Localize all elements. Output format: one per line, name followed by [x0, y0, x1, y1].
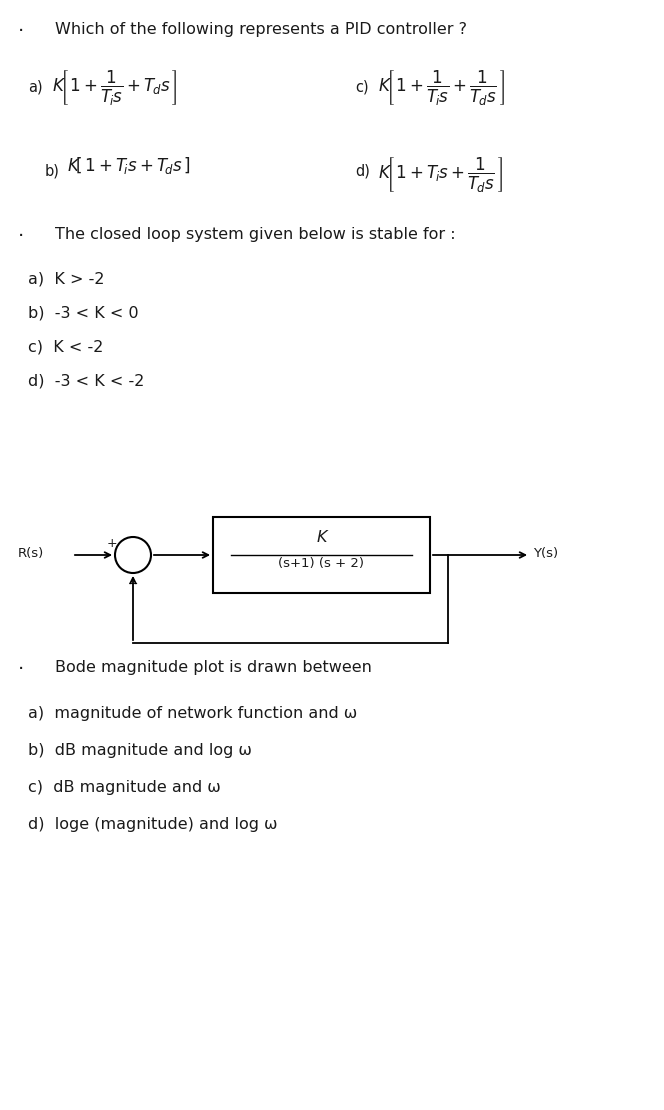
Text: Which of the following represents a PID controller ?: Which of the following represents a PID … [55, 22, 467, 37]
Text: ·: · [18, 22, 25, 41]
Text: $K\!\left[\,1+T_{\!i}s+T_{\!d}s\,\right]$: $K\!\left[\,1+T_{\!i}s+T_{\!d}s\,\right]… [67, 155, 191, 176]
Text: ·: · [18, 660, 25, 679]
Text: ·: · [18, 228, 25, 246]
Text: (s+1) (s + 2): (s+1) (s + 2) [278, 557, 365, 571]
Bar [213, 517, 430, 593]
Text: $K\!\left[\,1+\dfrac{1}{T_{\!i}s}+\dfrac{1}{T_{\!d}s}\,\right]$: $K\!\left[\,1+\dfrac{1}{T_{\!i}s}+\dfrac… [378, 68, 505, 107]
Text: d)  -3 < K < -2: d) -3 < K < -2 [28, 374, 144, 388]
Text: c)  dB magnitude and ω: c) dB magnitude and ω [28, 780, 220, 795]
Text: b)  -3 < K < 0: b) -3 < K < 0 [28, 306, 139, 321]
Text: +: + [107, 537, 118, 549]
Text: $K\!\left[\,1+\dfrac{1}{T_{\!i}s}+T_{\!d}s\,\right]$: $K\!\left[\,1+\dfrac{1}{T_{\!i}s}+T_{\!d… [52, 68, 177, 107]
Text: d): d) [355, 163, 370, 178]
Text: c)  K < -2: c) K < -2 [28, 340, 104, 355]
Text: The closed loop system given below is stable for :: The closed loop system given below is st… [55, 228, 456, 242]
Text: a)  K > -2: a) K > -2 [28, 272, 104, 287]
Text: Y(s): Y(s) [533, 547, 558, 561]
Text: K: K [316, 529, 327, 545]
Text: R(s): R(s) [18, 547, 44, 561]
Text: −: − [128, 578, 139, 591]
Text: a)  magnitude of network function and ω: a) magnitude of network function and ω [28, 706, 357, 722]
Text: b)  dB magnitude and log ω: b) dB magnitude and log ω [28, 743, 252, 758]
Text: $K\!\left[\,1+T_{\!i}s+\dfrac{1}{T_{\!d}s}\,\right]$: $K\!\left[\,1+T_{\!i}s+\dfrac{1}{T_{\!d}… [378, 155, 503, 194]
Text: d)  loge (magnitude) and log ω: d) loge (magnitude) and log ω [28, 817, 278, 832]
Text: a): a) [28, 80, 42, 95]
Text: b): b) [45, 163, 60, 178]
Text: Bode magnitude plot is drawn between: Bode magnitude plot is drawn between [55, 660, 372, 675]
Text: c): c) [355, 80, 369, 95]
